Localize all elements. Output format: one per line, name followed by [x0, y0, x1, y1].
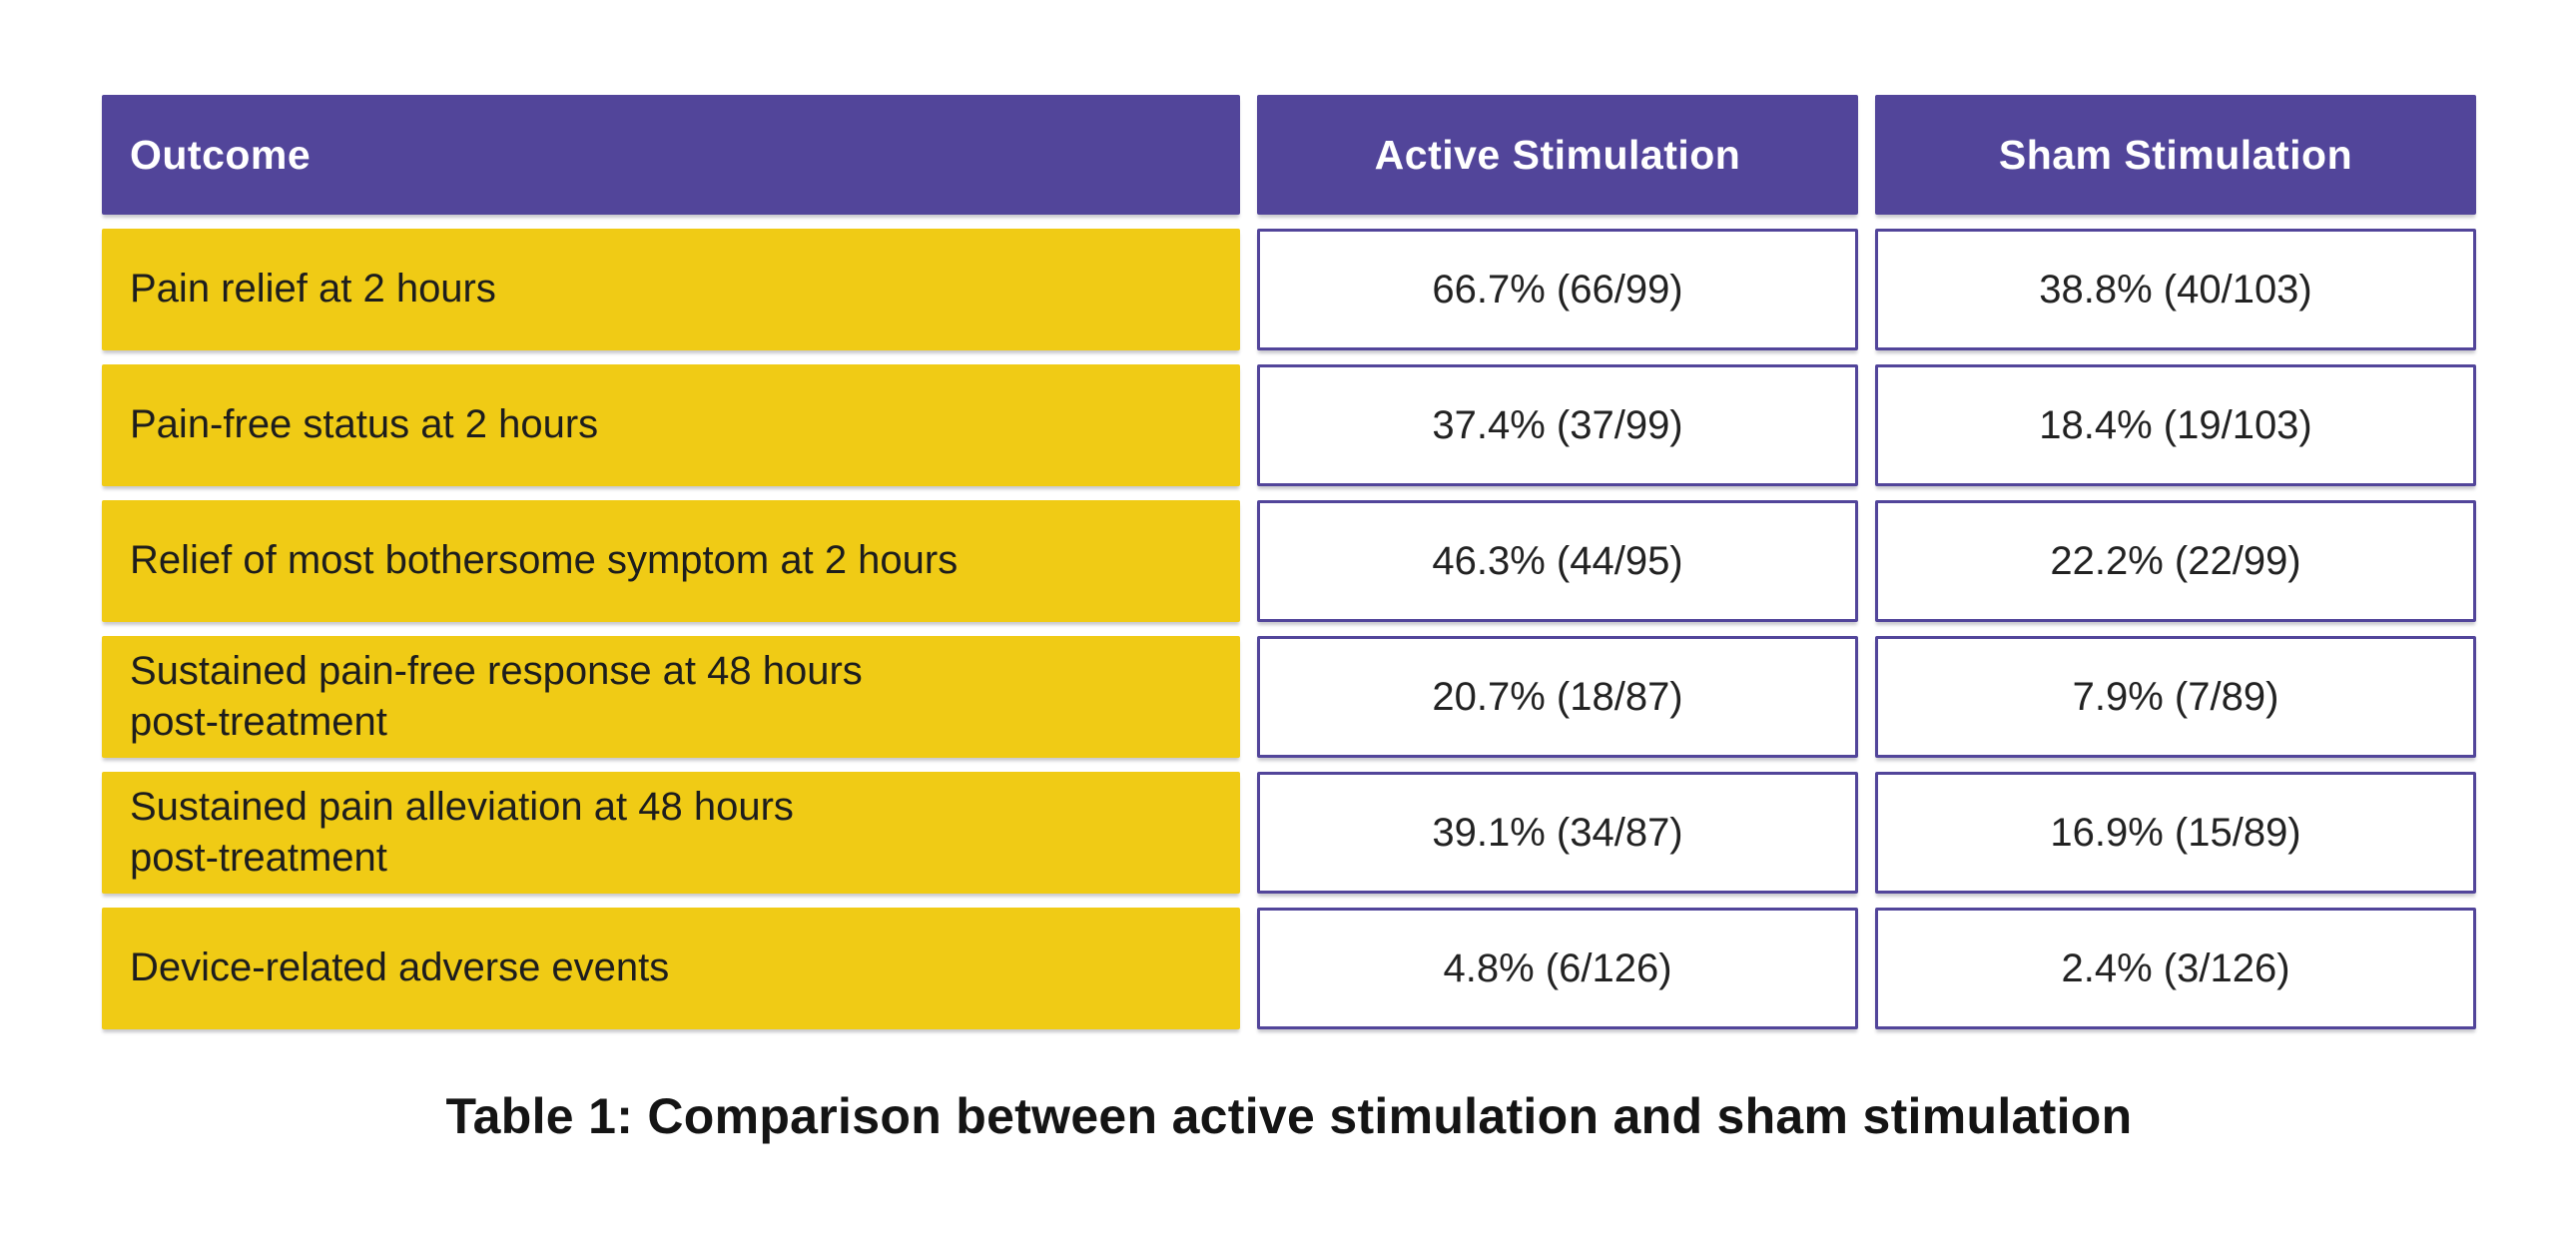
comparison-table-figure: Outcome Active Stimulation Sham Stimulat…	[102, 95, 2476, 1145]
header-sham-stimulation: Sham Stimulation	[1875, 95, 2476, 215]
outcome-cell: Pain-free status at 2 hours	[102, 364, 1240, 486]
sham-value-cell: 22.2% (22/99)	[1875, 500, 2476, 622]
table-row: Relief of most bothersome symptom at 2 h…	[102, 500, 2476, 622]
sham-value-cell: 2.4% (3/126)	[1875, 908, 2476, 1029]
active-value-cell: 39.1% (34/87)	[1257, 772, 1858, 894]
table-row: Sustained pain-free response at 48 hours…	[102, 636, 2476, 758]
table-header-row: Outcome Active Stimulation Sham Stimulat…	[102, 95, 2476, 215]
table-row: Sustained pain alleviation at 48 hours p…	[102, 772, 2476, 894]
table-row: Pain-free status at 2 hours 37.4% (37/99…	[102, 364, 2476, 486]
active-value-cell: 37.4% (37/99)	[1257, 364, 1858, 486]
table-row: Pain relief at 2 hours 66.7% (66/99) 38.…	[102, 229, 2476, 350]
active-value-cell: 46.3% (44/95)	[1257, 500, 1858, 622]
outcome-cell: Pain relief at 2 hours	[102, 229, 1240, 350]
header-outcome: Outcome	[102, 95, 1240, 215]
sham-value-cell: 16.9% (15/89)	[1875, 772, 2476, 894]
sham-value-cell: 7.9% (7/89)	[1875, 636, 2476, 758]
header-active-stimulation: Active Stimulation	[1257, 95, 1858, 215]
outcome-cell: Device-related adverse events	[102, 908, 1240, 1029]
outcome-cell: Sustained pain alleviation at 48 hours p…	[102, 772, 1240, 894]
sham-value-cell: 18.4% (19/103)	[1875, 364, 2476, 486]
outcome-cell: Sustained pain-free response at 48 hours…	[102, 636, 1240, 758]
active-value-cell: 66.7% (66/99)	[1257, 229, 1858, 350]
sham-value-cell: 38.8% (40/103)	[1875, 229, 2476, 350]
comparison-table: Outcome Active Stimulation Sham Stimulat…	[102, 95, 2476, 1029]
outcome-cell: Relief of most bothersome symptom at 2 h…	[102, 500, 1240, 622]
active-value-cell: 4.8% (6/126)	[1257, 908, 1858, 1029]
table-caption: Table 1: Comparison between active stimu…	[445, 1088, 2133, 1144]
table-row: Device-related adverse events 4.8% (6/12…	[102, 908, 2476, 1029]
active-value-cell: 20.7% (18/87)	[1257, 636, 1858, 758]
